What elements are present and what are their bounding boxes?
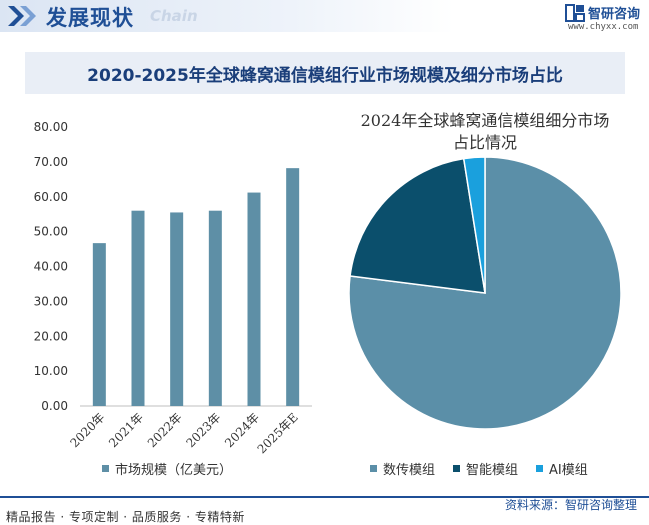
bar <box>247 192 261 406</box>
y-tick-label: 0.00 <box>41 399 68 413</box>
pie-legend-swatch <box>453 465 461 472</box>
bar-legend-swatch <box>102 465 109 472</box>
y-tick-label: 50.00 <box>34 225 68 239</box>
brand-url: www.chyxx.com <box>568 22 639 32</box>
header-ghost-text: Chain <box>150 7 198 25</box>
brand-logo-icon <box>565 4 585 26</box>
chevron-double-icon <box>6 4 40 32</box>
pie-chart <box>348 156 622 430</box>
bar <box>92 243 106 406</box>
bar <box>208 210 222 406</box>
bar-legend-label: 市场规模（亿美元） <box>115 463 233 478</box>
y-tick-label: 20.00 <box>34 329 68 343</box>
footer-source: 资料来源：智研咨询整理 <box>504 498 637 512</box>
y-tick-label: 80.00 <box>34 120 68 134</box>
bar <box>131 210 145 406</box>
footer-divider <box>0 496 649 498</box>
pie-legend-swatch <box>536 465 544 472</box>
brand-name: 智研咨询 <box>588 7 641 22</box>
y-tick-label: 60.00 <box>34 190 68 204</box>
pie-legend-swatch <box>370 465 377 472</box>
y-tick-label: 70.00 <box>34 155 68 169</box>
pie-slice <box>349 157 486 294</box>
x-tick-label: 2022年 <box>145 410 185 450</box>
header-band <box>0 0 649 32</box>
bar-chart: 0.00 10.00 20.00 30.00 40.00 50.00 60.00 70.00 8… <box>34 120 312 455</box>
bar <box>170 212 184 406</box>
bar-legend: 市场规模（亿美元） <box>102 459 232 478</box>
y-tick-label: 40.00 <box>34 260 68 274</box>
footer-tagline: 精品报告 · 专项定制 · 品质服务 · 专精特新 <box>6 510 245 524</box>
y-tick-label: 30.00 <box>34 294 68 308</box>
main-title: 2020-2025年全球蜂窝通信模组行业市场规模及细分市场占比 <box>25 52 625 94</box>
x-tick-label: 2025年E <box>255 410 301 455</box>
x-tick-label: 2021年 <box>106 410 146 450</box>
pie-legend-label: 数传模组 <box>383 463 436 478</box>
pie-title: 2024年全球蜂窝通信模组细分市场占比情况 <box>360 111 610 152</box>
x-tick-label: 2023年 <box>183 410 223 450</box>
pie-legend-label: 智能模组 <box>466 463 519 478</box>
bar <box>286 168 300 406</box>
pie-legend: 数传模组 智能模组 AI模组 <box>370 459 588 478</box>
pie-legend-item: 智能模组 <box>453 459 518 478</box>
pie-slice <box>462 156 486 294</box>
pie-legend-item: 数传模组 <box>370 459 435 478</box>
pie-legend-label: AI模组 <box>549 463 588 478</box>
pie-legend-item: AI模组 <box>536 459 588 478</box>
header-title: 发展现状 <box>46 6 134 30</box>
x-tick-label: 2020年 <box>67 410 107 450</box>
y-tick-label: 10.00 <box>34 364 68 378</box>
